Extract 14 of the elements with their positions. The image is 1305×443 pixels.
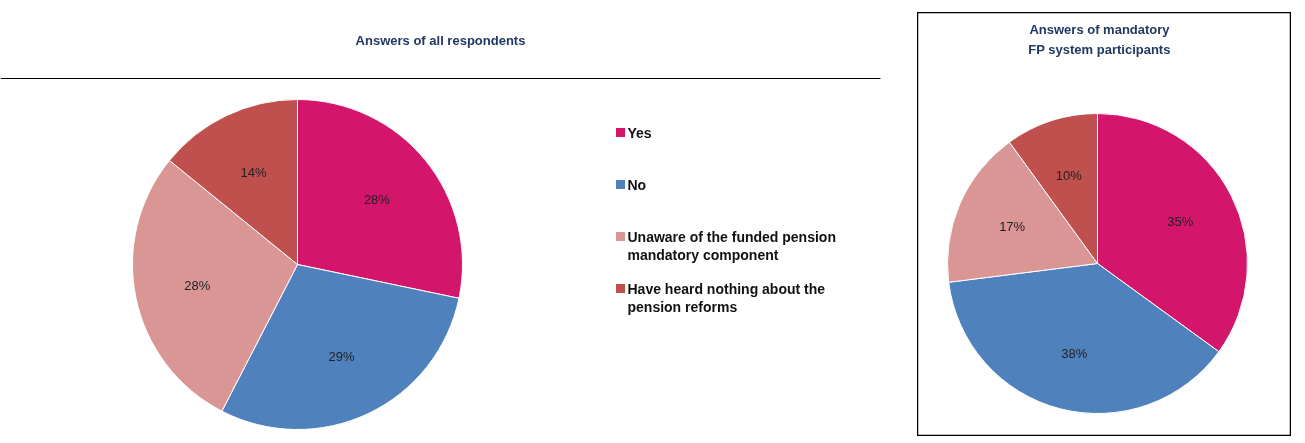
chart-title: Answers of all respondents	[355, 33, 526, 48]
data-label: 38%	[1061, 346, 1088, 362]
data-label: 28%	[184, 277, 211, 293]
data-label: 14%	[240, 164, 267, 180]
legend-label: Unaware of the funded pension mandatory component	[627, 228, 836, 263]
legend-label: No	[627, 176, 647, 193]
legend-label: Yes	[627, 124, 652, 141]
legend-label: Have heard nothing about the pension reforms	[627, 280, 826, 315]
data-label: 28%	[363, 192, 391, 208]
data-label: 17%	[999, 219, 1026, 235]
chart-title: Answers of mandatory FP system participants	[1028, 22, 1171, 57]
data-label: 35%	[1167, 213, 1194, 229]
data-label: 29%	[328, 349, 355, 365]
data-label: 10%	[1055, 167, 1083, 183]
